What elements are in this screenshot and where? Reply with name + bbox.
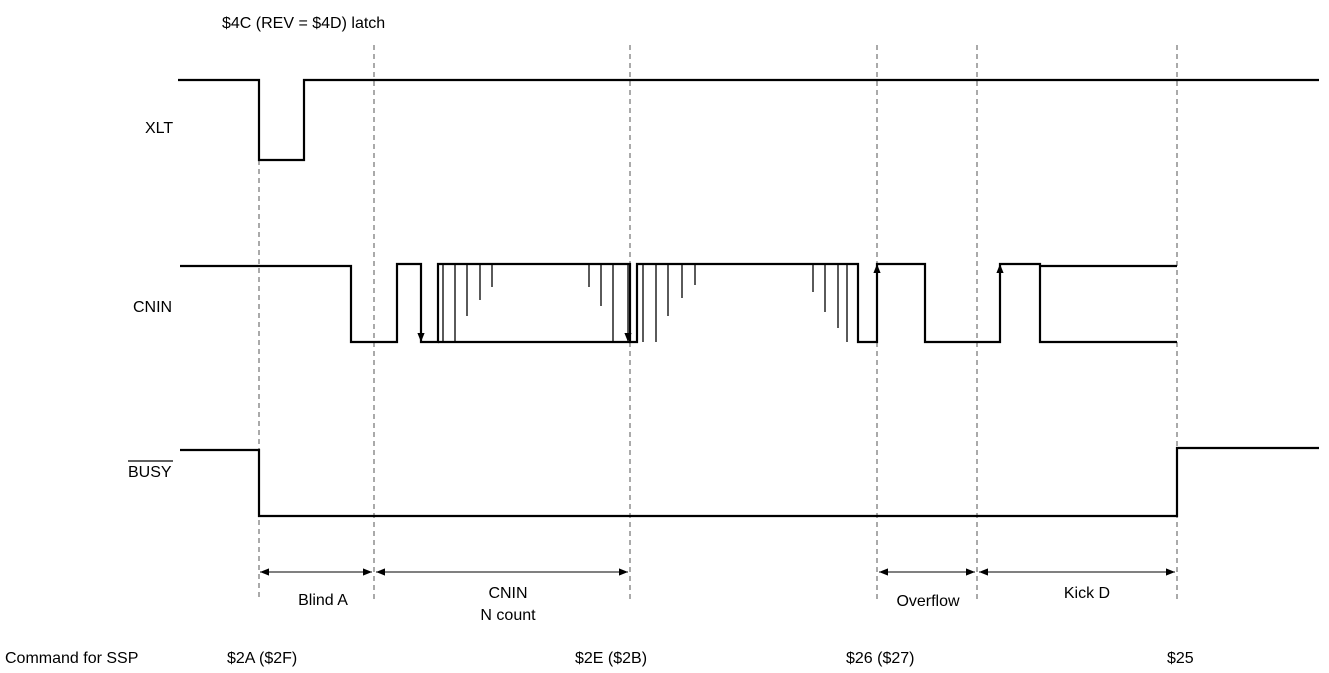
cnin-waveform-1 bbox=[180, 262, 1177, 344]
xlt-label: XLT bbox=[145, 120, 173, 137]
cnin-pulse-ticks-2 bbox=[642, 264, 848, 342]
command-4: $25 bbox=[1167, 650, 1194, 667]
cnin-edge-arrows bbox=[417, 264, 1004, 342]
command-2: $2E ($2B) bbox=[575, 650, 647, 667]
blind-a-label: Blind A bbox=[298, 592, 348, 609]
cnin-pulse-ticks-1 bbox=[442, 264, 614, 342]
cnin-interval-label: CNIN bbox=[488, 585, 527, 602]
xlt-waveform bbox=[178, 78, 1319, 162]
diagram-title: $4C (REV = $4D) latch bbox=[222, 15, 385, 32]
overflow-label: Overflow bbox=[896, 593, 960, 610]
command-1: $2A ($2F) bbox=[227, 650, 297, 667]
busy-label: BUSY bbox=[128, 464, 172, 481]
command-row-label: Command for SSP bbox=[5, 650, 138, 667]
busy-waveform bbox=[180, 446, 1319, 518]
cnin-label: CNIN bbox=[133, 299, 172, 316]
kick-d-label: Kick D bbox=[1064, 585, 1110, 602]
command-3: $26 ($27) bbox=[846, 650, 915, 667]
n-count-label: N count bbox=[480, 607, 536, 624]
